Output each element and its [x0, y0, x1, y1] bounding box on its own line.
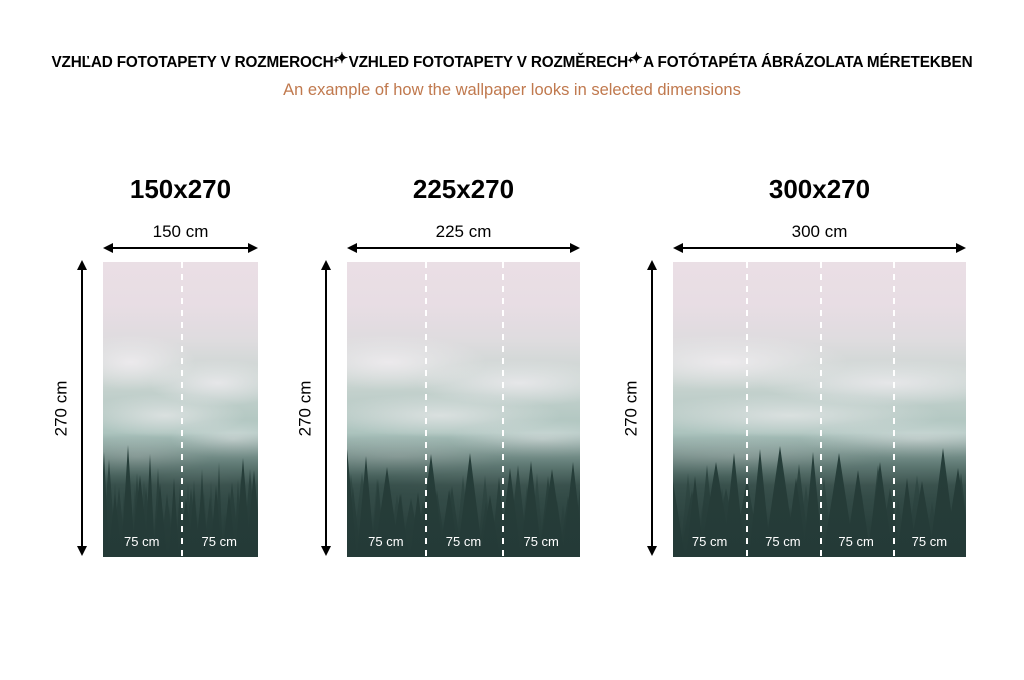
size-panel-150x270: 150x270 150 cm 270 cm 75 cm 75 cm [48, 170, 274, 570]
arrow-head-up-icon [76, 260, 87, 270]
seam-divider [180, 262, 183, 557]
height-arrow [646, 260, 657, 556]
strip-label-group: 75 cm 75 cm [103, 535, 258, 548]
strip-width-label: 75 cm [445, 534, 482, 549]
arrow-head-right-icon [248, 242, 258, 253]
arrow-shaft [109, 247, 252, 249]
width-label: 150 cm [152, 222, 209, 241]
panel-heading: 150x270 [129, 174, 232, 204]
arrow-head-down-icon [320, 546, 331, 556]
arrow-shaft [679, 247, 960, 249]
sparkle-small-glyph: ✦ [627, 56, 634, 65]
arrow-shaft [353, 247, 574, 249]
panel-heading: 300x270 [768, 174, 871, 204]
arrow-head-left-icon [673, 242, 683, 253]
arrow-shaft [325, 266, 327, 550]
arrow-head-down-icon [76, 546, 87, 556]
seam-divider [892, 262, 895, 557]
height-arrow [320, 260, 331, 556]
sparkle-large-glyph: ✦ [335, 50, 349, 67]
wallpaper-artwork [347, 262, 580, 557]
arrow-head-right-icon [956, 242, 966, 253]
page-subtitle: An example of how the wallpaper looks in… [283, 81, 741, 99]
arrow-head-down-icon [646, 546, 657, 556]
height-label: 270 cm [51, 380, 71, 437]
wallpaper-preview[interactable]: 75 cm 75 cm 75 cm 75 cm [673, 262, 966, 557]
strip-label-group: 75 cm 75 cm 75 cm [347, 535, 580, 548]
title-segment-slovak: VZHĽAD FOTOTAPETY V ROZMEROCH [51, 54, 334, 71]
width-arrow [673, 242, 966, 253]
foreground-shadow [347, 433, 580, 557]
sparkle-small-glyph: ✦ [332, 56, 340, 65]
width-label: 225 cm [435, 222, 492, 241]
page-title: VZHĽAD FOTOTAPETY V ROZMEROCH ✦ ✦ VZHLED FO… [0, 50, 1024, 71]
wallpaper-preview[interactable]: 75 cm 75 cm 75 cm [347, 262, 580, 557]
seam-divider [502, 262, 505, 557]
title-segment-hungarian: A FOTÓTAPÉTA ÁBRÁZOLATA MÉRETEKBEN [643, 54, 973, 71]
height-label: 270 cm [621, 380, 641, 437]
title-segment-czech: VZHLED FOTOTAPETY V ROZMĚRECH [348, 54, 629, 71]
seam-divider [424, 262, 427, 557]
seam-divider [746, 262, 749, 557]
strip-width-label: 75 cm [691, 534, 728, 549]
width-arrow [347, 242, 580, 253]
strip-width-label: 75 cm [201, 534, 237, 549]
arrow-head-left-icon [103, 242, 113, 253]
height-label: 270 cm [295, 380, 315, 437]
arrow-shaft [651, 266, 653, 550]
size-panel-225x270: 225x270 225 cm 270 cm 75 cm 75 cm 75 cm [292, 170, 592, 570]
strip-label-group: 75 cm 75 cm 75 cm 75 cm [673, 535, 966, 548]
strip-width-label: 75 cm [765, 534, 801, 549]
width-label: 300 cm [791, 222, 848, 241]
size-panel-300x270: 300x270 300 cm 270 cm 75 cm 75 cm 75 cm 75 … [618, 170, 988, 570]
wallpaper-preview[interactable]: 75 cm 75 cm [103, 262, 258, 557]
strip-width-label: 75 cm [838, 534, 874, 549]
arrow-head-up-icon [320, 260, 331, 270]
arrow-head-right-icon [570, 242, 580, 253]
strip-width-label: 75 cm [911, 534, 948, 549]
strip-width-label: 75 cm [523, 534, 559, 549]
width-arrow [103, 242, 258, 253]
arrow-head-up-icon [646, 260, 657, 270]
height-arrow [76, 260, 87, 556]
seam-divider [819, 262, 822, 557]
strip-width-label: 75 cm [368, 534, 404, 549]
strip-width-label: 75 cm [124, 534, 160, 549]
panel-heading: 225x270 [412, 174, 515, 204]
arrow-head-left-icon [347, 242, 357, 253]
sparkle-icon: ✦ ✦ [332, 50, 349, 69]
arrow-shaft [81, 266, 83, 550]
header: VZHĽAD FOTOTAPETY V ROZMEROCH ✦ ✦ VZHLED FO… [0, 0, 1024, 115]
sparkle-icon: ✦ ✦ [627, 50, 643, 69]
sparkle-large-glyph: ✦ [630, 50, 643, 67]
